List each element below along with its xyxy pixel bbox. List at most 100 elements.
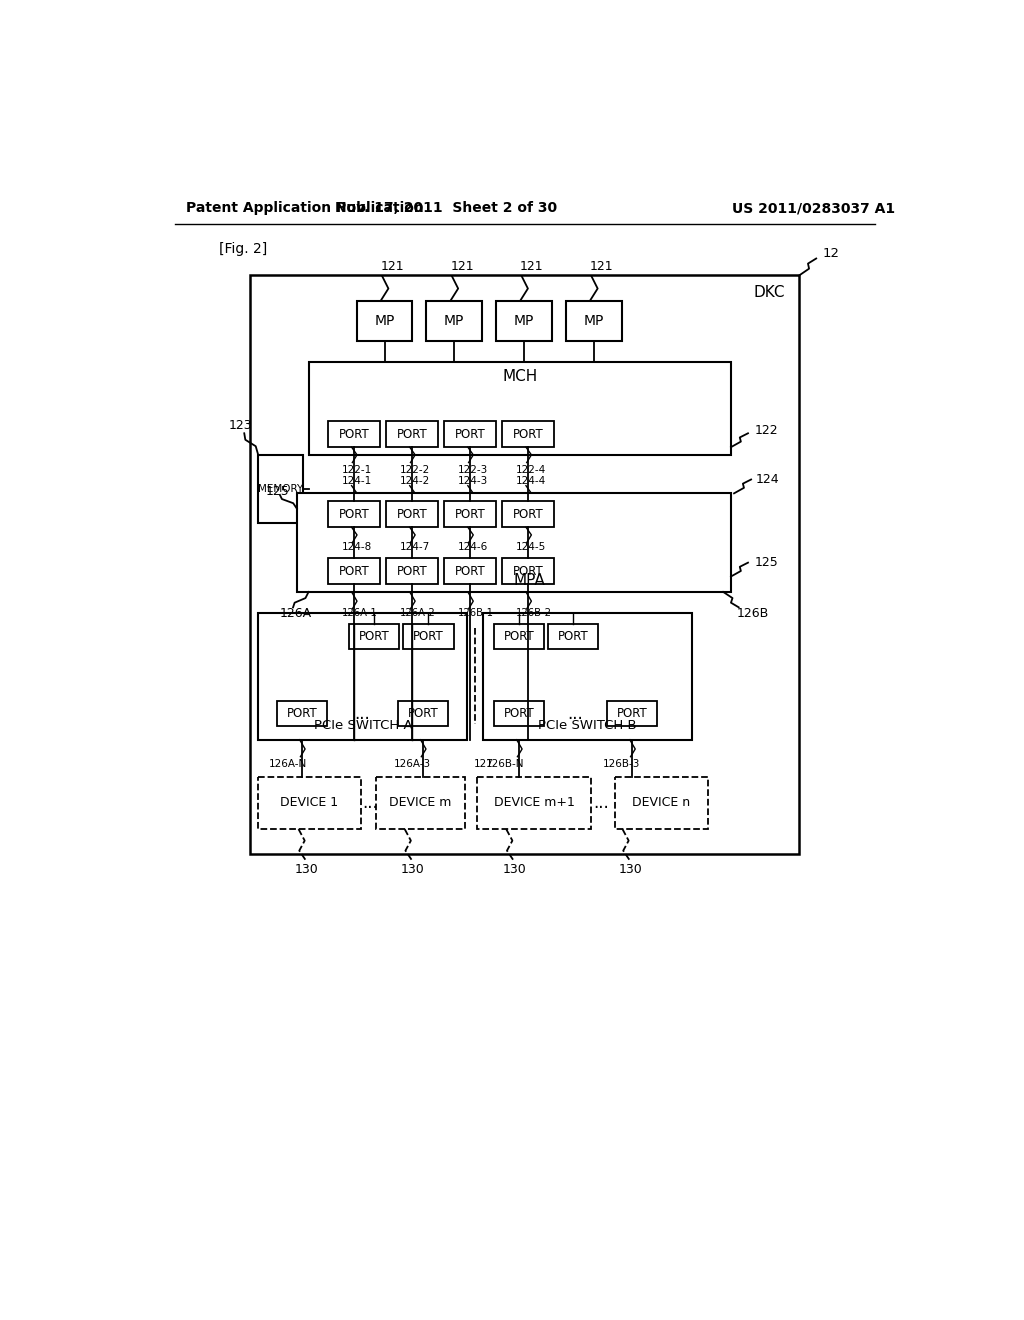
Text: 125: 125 (266, 486, 290, 499)
Text: US 2011/0283037 A1: US 2011/0283037 A1 (732, 202, 896, 215)
Bar (386, 421, 438, 447)
Text: 122-3: 122-3 (458, 465, 488, 475)
Text: 123: 123 (228, 418, 252, 432)
Text: 124: 124 (756, 473, 779, 486)
Text: 126A-1: 126A-1 (342, 609, 377, 619)
Text: 127: 127 (474, 759, 494, 770)
Text: PORT: PORT (513, 508, 544, 520)
Bar (503, 502, 554, 527)
Text: PORT: PORT (413, 630, 443, 643)
Text: 126B-2: 126B-2 (516, 609, 552, 619)
Text: PORT: PORT (616, 708, 647, 721)
Text: 126A-2: 126A-2 (399, 609, 435, 619)
Bar (297, 494, 731, 591)
Text: 122-4: 122-4 (516, 465, 546, 475)
Text: 124-3: 124-3 (458, 477, 488, 486)
Bar (258, 612, 467, 739)
Text: PORT: PORT (513, 565, 544, 578)
Bar (356, 301, 413, 341)
Text: PCIe SWITCH A: PCIe SWITCH A (313, 719, 412, 733)
Bar (503, 421, 554, 447)
Text: 124-7: 124-7 (399, 543, 430, 552)
Text: PORT: PORT (455, 428, 485, 441)
Text: 126A-3: 126A-3 (394, 759, 431, 770)
Text: 122: 122 (755, 424, 778, 437)
Text: MP: MP (514, 314, 535, 327)
Bar (607, 701, 657, 726)
Text: DEVICE m+1: DEVICE m+1 (494, 796, 574, 809)
Bar (386, 558, 438, 585)
Text: PORT: PORT (408, 708, 438, 721)
Text: 12: 12 (822, 247, 840, 260)
Bar (496, 301, 552, 341)
Text: 126B: 126B (737, 607, 769, 620)
Bar (444, 558, 496, 585)
Bar (403, 624, 454, 649)
Bar (349, 624, 399, 649)
Text: 124-6: 124-6 (458, 543, 488, 552)
Text: PORT: PORT (339, 565, 370, 578)
Text: 124-1: 124-1 (342, 477, 372, 486)
Bar (444, 502, 496, 527)
Bar (614, 776, 708, 829)
Text: 130: 130 (503, 862, 526, 875)
Text: 125: 125 (755, 556, 778, 569)
Bar (444, 421, 496, 447)
Text: 126B-1: 126B-1 (458, 609, 494, 619)
Bar (494, 701, 544, 726)
Text: 121: 121 (381, 260, 404, 273)
Text: PORT: PORT (287, 708, 317, 721)
Text: 130: 130 (295, 862, 318, 875)
Text: 124-5: 124-5 (516, 543, 546, 552)
Text: 126A-N: 126A-N (269, 759, 307, 770)
Text: PORT: PORT (396, 508, 427, 520)
Bar (566, 301, 622, 341)
Bar (386, 502, 438, 527)
Bar (503, 558, 554, 585)
Text: 130: 130 (618, 862, 642, 875)
Text: MP: MP (584, 314, 604, 327)
Text: [Fig. 2]: [Fig. 2] (219, 243, 267, 256)
Text: 126B-N: 126B-N (486, 759, 524, 770)
Bar (251, 276, 799, 854)
Bar (494, 624, 544, 649)
Text: PORT: PORT (358, 630, 389, 643)
Text: PORT: PORT (396, 428, 427, 441)
Text: ...: ... (362, 793, 379, 812)
Text: MPA: MPA (514, 573, 546, 587)
Bar (397, 701, 449, 726)
Text: MP: MP (444, 314, 465, 327)
Bar (328, 558, 380, 585)
Text: MCH: MCH (502, 368, 538, 384)
Text: Patent Application Publication: Patent Application Publication (186, 202, 424, 215)
Text: DKC: DKC (754, 285, 785, 300)
Bar (548, 624, 598, 649)
Text: 124-8: 124-8 (342, 543, 372, 552)
Text: PORT: PORT (504, 708, 535, 721)
Text: PORT: PORT (396, 565, 427, 578)
Text: ...: ... (354, 705, 371, 722)
Bar (376, 776, 465, 829)
Text: PORT: PORT (504, 630, 535, 643)
Text: PORT: PORT (513, 428, 544, 441)
Text: PCIe SWITCH B: PCIe SWITCH B (539, 719, 637, 733)
Bar (328, 502, 380, 527)
Text: 121: 121 (590, 260, 613, 273)
Bar (258, 776, 360, 829)
Text: MEMORY: MEMORY (258, 483, 303, 494)
Text: 122-2: 122-2 (399, 465, 430, 475)
Bar (328, 421, 380, 447)
Bar (276, 701, 328, 726)
Text: PORT: PORT (339, 508, 370, 520)
Text: DEVICE n: DEVICE n (632, 796, 690, 809)
Text: 121: 121 (520, 260, 544, 273)
Text: PORT: PORT (455, 508, 485, 520)
Bar (258, 455, 303, 523)
Bar (308, 363, 731, 455)
Text: 124-2: 124-2 (399, 477, 430, 486)
Text: 126B-3: 126B-3 (603, 759, 640, 770)
Text: PORT: PORT (558, 630, 589, 643)
Text: ...: ... (567, 705, 584, 722)
Text: DEVICE m: DEVICE m (389, 796, 452, 809)
Text: PORT: PORT (455, 565, 485, 578)
